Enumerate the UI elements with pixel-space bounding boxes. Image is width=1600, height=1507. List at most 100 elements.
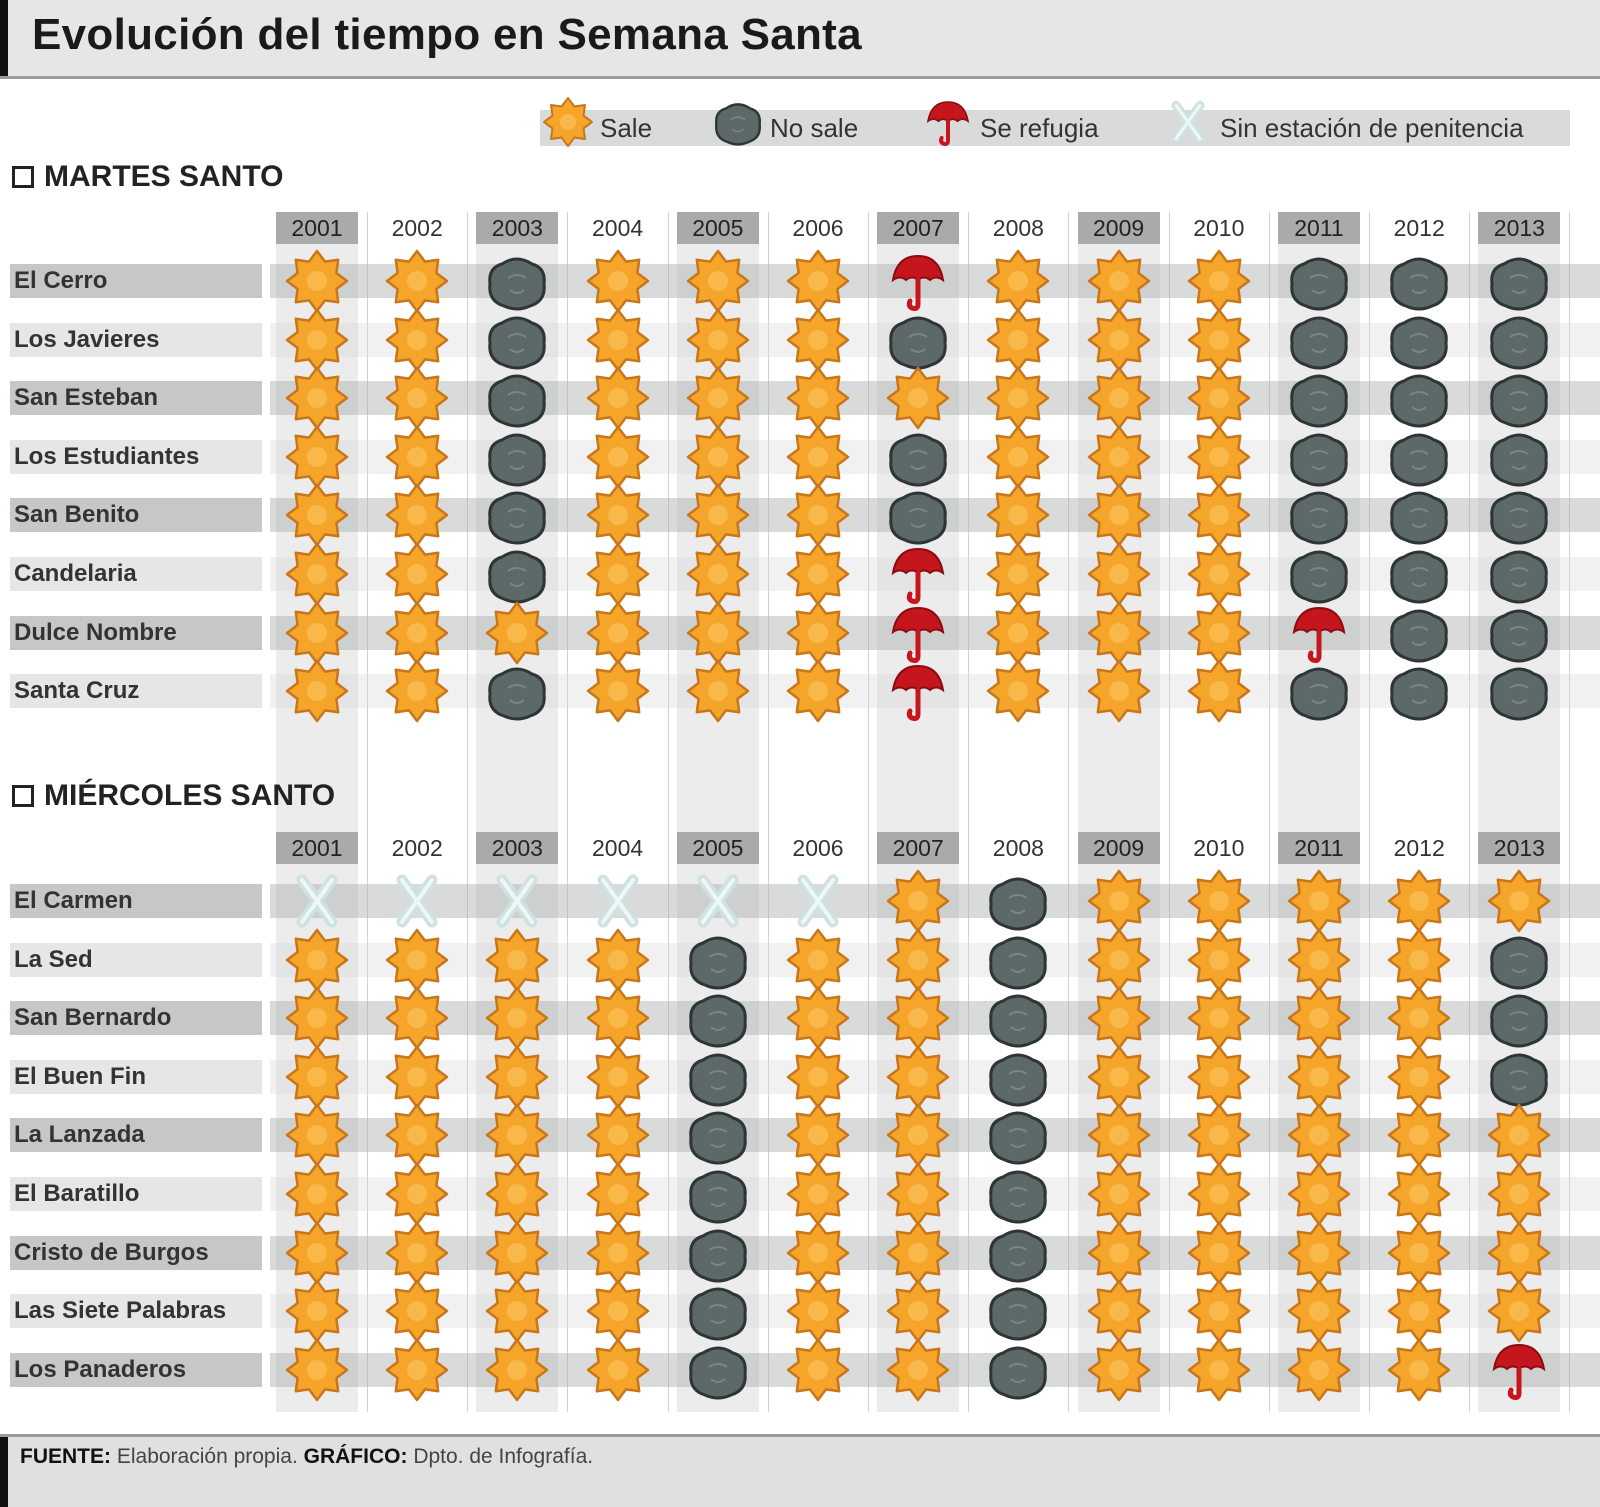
umbrella-icon [883, 246, 953, 316]
sun-icon [983, 656, 1053, 726]
cloud-icon [1384, 246, 1454, 316]
year-header: 2003 [476, 212, 559, 244]
year-header: 2011 [1278, 212, 1360, 244]
title-bar: Evolución del tiempo en Semana Santa [0, 0, 1600, 79]
legend: Sale No sale Se refugia Sin estación de pen… [540, 96, 1570, 147]
sun-icon [583, 1335, 653, 1405]
sun-icon [1484, 1100, 1554, 1170]
cloud-icon [1484, 925, 1554, 995]
sun-icon [1284, 1218, 1354, 1288]
sun-icon [1384, 1218, 1454, 1288]
title-accent-bar [0, 0, 8, 76]
cloud-icon [1484, 422, 1554, 492]
sun-icon [783, 1042, 853, 1112]
graphic-value: Dpto. de Infografía. [413, 1445, 594, 1468]
legend-label: Sale [600, 112, 653, 143]
year-header: 2012 [1393, 215, 1445, 241]
cloud-icon [683, 1335, 753, 1405]
year-header: 2005 [676, 212, 759, 244]
sun-icon [1384, 866, 1454, 936]
footer-credits: FUENTE: Elaboración propia. GRÁFICO: Dpt… [20, 1445, 593, 1469]
column-divider [767, 212, 769, 1412]
column-divider [1369, 212, 1370, 1412]
row-label: El Cerro [10, 264, 262, 298]
sun-icon [583, 246, 653, 316]
umbrella-icon [1484, 1335, 1554, 1405]
sun-icon [1184, 539, 1254, 609]
sun-icon [983, 246, 1053, 316]
sun-icon [282, 1335, 352, 1405]
sun-icon [382, 1335, 452, 1405]
year-header: 2013 [1478, 832, 1561, 864]
sun-icon [583, 656, 653, 726]
sun-icon [1284, 1276, 1354, 1346]
sun-icon [1384, 1159, 1454, 1229]
legend-item-s: Sale [540, 96, 653, 147]
year-header: 2011 [1278, 832, 1360, 864]
row-label: Candelaria [10, 557, 262, 591]
sun-icon [282, 925, 352, 995]
cloud-icon [883, 422, 953, 492]
cloud-icon [883, 480, 953, 550]
sun-icon [1084, 1335, 1154, 1405]
column-divider [367, 212, 368, 1412]
year-header: 2002 [391, 835, 443, 861]
row-label: Santa Cruz [10, 674, 262, 709]
sun-icon [1284, 1335, 1354, 1405]
legend-label: No sale [770, 112, 859, 143]
cloud-icon [683, 1042, 753, 1112]
umbrella-icon [883, 598, 953, 668]
cloud-icon [1484, 1042, 1554, 1112]
cloud-icon [683, 1100, 753, 1170]
sun-icon [382, 1276, 452, 1346]
sun-icon [583, 305, 653, 375]
cross-icon [783, 866, 853, 936]
year-header: 2009 [1077, 832, 1160, 864]
column-divider [868, 212, 869, 1412]
cloud-icon [1384, 305, 1454, 375]
year-header: 2007 [877, 212, 960, 244]
cloud-icon [1384, 363, 1454, 433]
section-checkbox-icon [12, 785, 34, 807]
cloud-icon [1484, 363, 1554, 433]
cross-icon [1160, 94, 1220, 157]
cloud-icon [1384, 598, 1454, 668]
section-checkbox-icon [12, 166, 34, 188]
sun-icon [783, 480, 853, 550]
source-value: Elaboración propia. [116, 1445, 298, 1468]
sun-icon [482, 1100, 552, 1170]
row-label: Los Estudiantes [10, 439, 262, 474]
sun-icon [282, 598, 352, 668]
section-title: MIÉRCOLES SANTO [12, 779, 335, 813]
sun-icon [382, 539, 452, 609]
year-header: 2006 [792, 835, 844, 861]
row-label: San Bernardo [10, 1001, 262, 1036]
cloud-icon [1284, 539, 1354, 609]
umbrella-icon [1284, 598, 1354, 668]
sun-icon [783, 1335, 853, 1405]
footer: FUENTE: Elaboración propia. GRÁFICO: Dpt… [0, 1434, 1600, 1507]
sun-icon [783, 1100, 853, 1170]
cloud-icon [683, 983, 753, 1053]
cloud-icon [482, 305, 552, 375]
sun-icon [883, 1276, 953, 1346]
cloud-icon [983, 1100, 1053, 1170]
sun-icon [382, 983, 452, 1053]
year-header: 2001 [276, 832, 358, 864]
cloud-icon [683, 1159, 753, 1229]
legend-label: Sin estación de penitencia [1220, 112, 1524, 143]
sun-icon [382, 246, 452, 316]
cross-icon [583, 866, 653, 936]
sun-icon [282, 1159, 352, 1229]
sun-icon [783, 1218, 853, 1288]
column-divider [1168, 212, 1170, 1412]
sun-icon [540, 94, 600, 157]
section-title: MARTES SANTO [12, 160, 283, 194]
sun-icon [482, 598, 552, 668]
cloud-icon [983, 1276, 1053, 1346]
sun-icon [1284, 1159, 1354, 1229]
sun-icon [783, 539, 853, 609]
sun-icon [583, 925, 653, 995]
sun-icon [1184, 983, 1254, 1053]
cloud-icon [1284, 363, 1354, 433]
